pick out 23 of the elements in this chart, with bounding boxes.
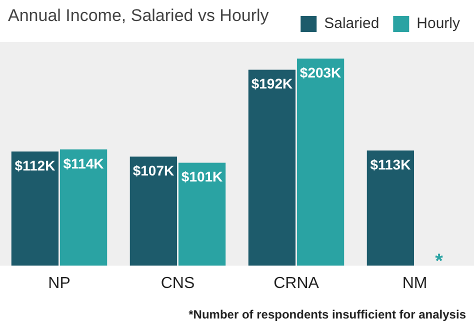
- data-label: $192K: [251, 76, 293, 92]
- data-label: $113K: [370, 156, 411, 172]
- data-label: $112K: [14, 157, 56, 174]
- x-tick-label: CNS: [160, 274, 195, 292]
- bar: [60, 149, 108, 266]
- text: *Number of respondents insufficient for analysis: [188, 307, 466, 322]
- bar: [11, 151, 59, 266]
- x-tick-label: NM: [402, 274, 428, 292]
- bar: [296, 58, 344, 266]
- bar: [130, 156, 178, 266]
- bar: [366, 150, 414, 266]
- text: *: [435, 250, 443, 272]
- legend-label: Salaried: [324, 15, 380, 32]
- data-label: $101K: [181, 168, 223, 185]
- x-tick-label: NP: [48, 274, 70, 292]
- data-label: $114K: [63, 155, 104, 172]
- data-label: $107K: [132, 162, 174, 178]
- chart-title: Annual Income, Salaried vs Hourly: [8, 6, 269, 26]
- x-tick-label: CRNA: [274, 274, 320, 292]
- data-label: $203K: [300, 64, 342, 80]
- legend-label: Hourly: [416, 15, 460, 32]
- bar: [178, 162, 226, 266]
- bar: [248, 70, 296, 266]
